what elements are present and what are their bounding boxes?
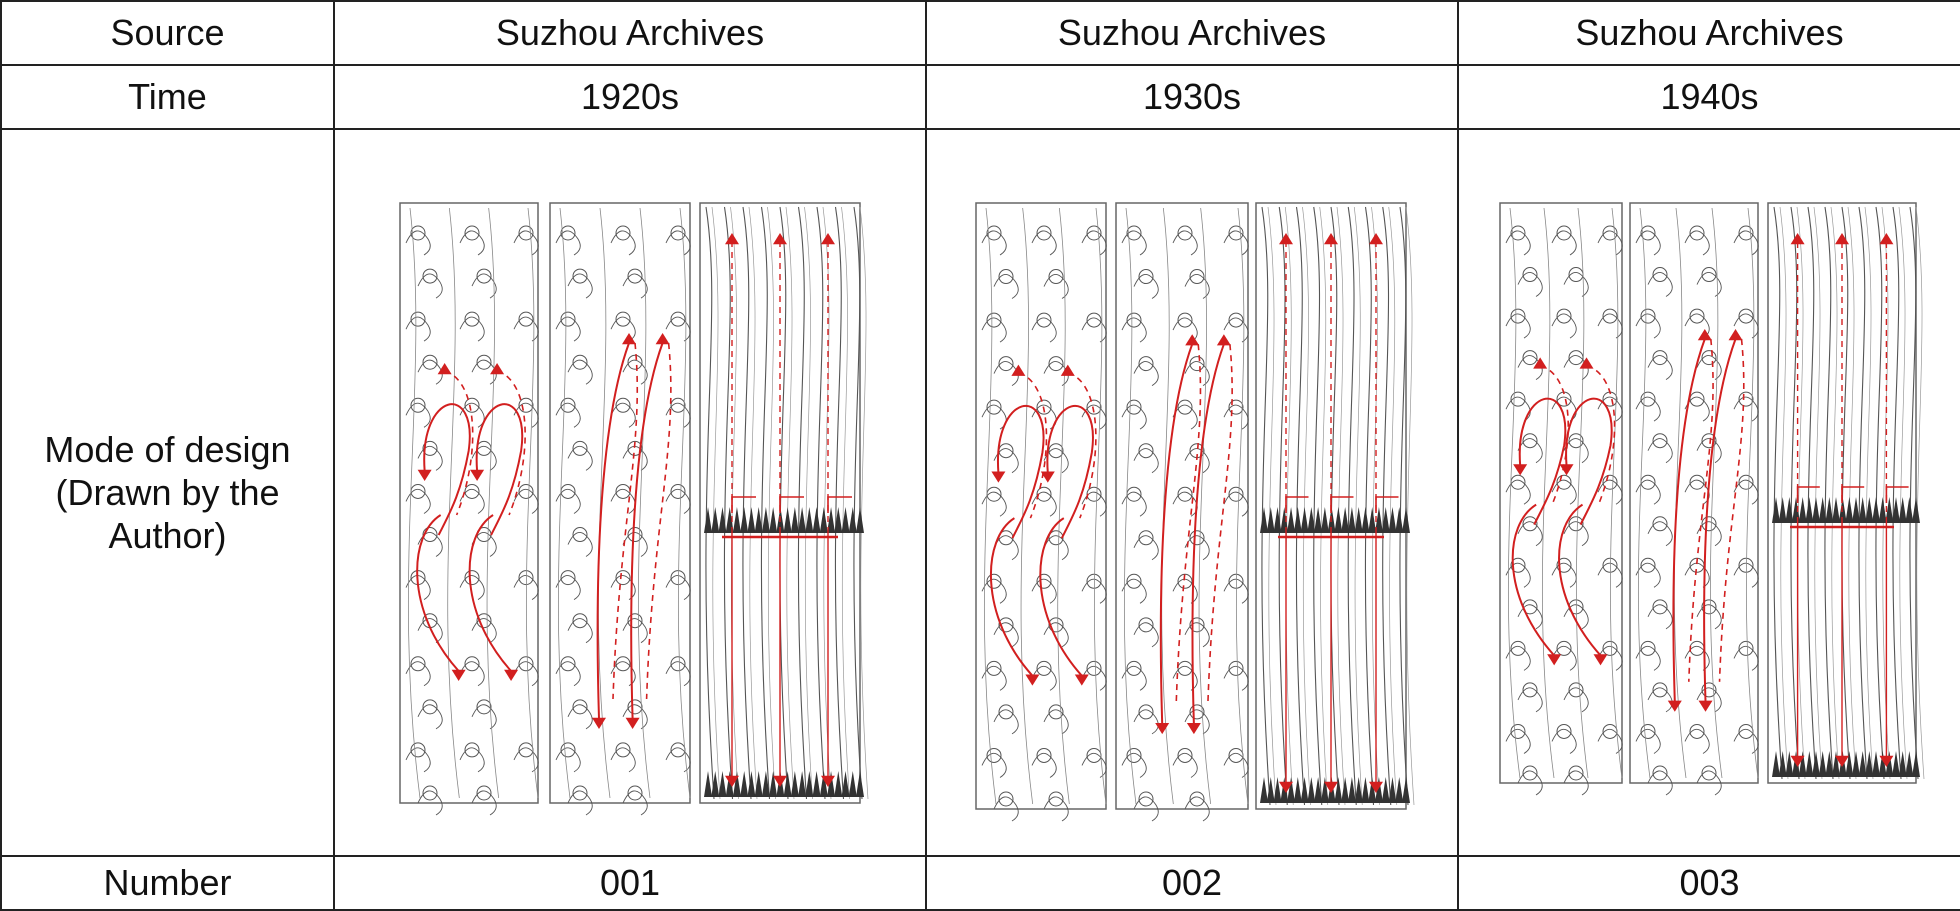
arrow-head-down xyxy=(1186,722,1201,734)
floral-pattern-panel-a xyxy=(1498,201,1623,795)
arrow-head-up xyxy=(821,232,835,244)
arrow-head-down xyxy=(725,775,739,787)
arrow-head-down xyxy=(1074,673,1089,686)
arrow-head-down xyxy=(1324,781,1338,793)
arrow-head-down xyxy=(1878,755,1893,767)
source-cell-2: Suzhou Archives xyxy=(925,0,1459,66)
arrow-head-up xyxy=(1011,364,1026,376)
arrow-head-down xyxy=(821,775,835,787)
arrow-head-down xyxy=(1667,700,1682,712)
floral-pattern-panel-b xyxy=(1115,201,1249,821)
feather-pattern-panel xyxy=(699,201,869,804)
arrow-head-down xyxy=(625,717,640,729)
arrow-head-down xyxy=(1040,470,1055,483)
design-header-line-3: Author) xyxy=(108,515,227,557)
arrow-head-up xyxy=(1697,328,1712,340)
arrow-head-down xyxy=(1834,755,1849,767)
number-cell-3: 003 xyxy=(1457,855,1960,911)
arrow-head-up xyxy=(1878,232,1893,244)
arrow-head-down xyxy=(451,669,466,681)
arrow-head-up xyxy=(655,332,670,344)
arrow-head-down xyxy=(504,669,519,681)
design-cell-1 xyxy=(333,128,927,857)
time-cell-1: 1920s xyxy=(333,64,927,130)
design-header-line-1: Mode of design xyxy=(44,428,291,470)
arrow-head-down xyxy=(1698,700,1713,712)
arrow-head-up xyxy=(490,362,505,374)
vertical-arrows-panel-b xyxy=(592,332,672,729)
arrow-head-up xyxy=(1790,232,1805,244)
arrow-head-up xyxy=(1532,356,1547,369)
curve-arrows-panel-a xyxy=(416,362,526,681)
arrow-head-down xyxy=(1593,653,1608,665)
arrow-head-up xyxy=(1324,232,1338,244)
design-header-line-2: (Drawn by the xyxy=(55,471,280,513)
design-header: Mode of design (Drawn by the Author) xyxy=(0,128,335,857)
arrow-head-up xyxy=(725,232,739,244)
feather-arrows-panel xyxy=(1278,232,1399,793)
arrow-head-down xyxy=(773,775,787,787)
arrow-head-up xyxy=(437,362,452,374)
design-cell-3 xyxy=(1457,128,1960,857)
arrow-head-up xyxy=(1216,333,1231,345)
arrow-head-down xyxy=(470,469,485,481)
number-cell-1: 001 xyxy=(333,855,927,911)
number-cell-2: 002 xyxy=(925,855,1459,911)
source-cell-1: Suzhou Archives xyxy=(333,0,927,66)
arrow-head-down xyxy=(1369,781,1383,793)
design-cell-2 xyxy=(925,128,1459,857)
pattern-diagram-2 xyxy=(975,201,1415,821)
pattern-diagram-3 xyxy=(1498,201,1924,795)
arrow-head-down xyxy=(417,469,432,481)
arrow-head-down xyxy=(1559,463,1574,475)
arrow-head-down xyxy=(991,470,1006,483)
arrow-head-up xyxy=(1185,333,1200,345)
vertical-arrows-panel-b xyxy=(1155,333,1233,734)
arrow-head-down xyxy=(592,717,606,729)
curve-arrows-panel-a xyxy=(1511,356,1615,665)
feather-arrows-panel xyxy=(1789,232,1909,767)
arrow-head-up xyxy=(1728,328,1743,340)
arrow-head-up xyxy=(1279,232,1293,244)
number-header: Number xyxy=(0,855,335,911)
floral-pattern-panel-b xyxy=(1628,201,1759,795)
time-row: Time 1920s 1930s 1940s xyxy=(0,64,1960,130)
vertical-arrows-panel-b xyxy=(1667,328,1745,712)
arrow-head-down xyxy=(1546,653,1561,665)
feather-arrows-panel xyxy=(722,232,852,787)
source-cell-3: Suzhou Archives xyxy=(1457,0,1960,66)
feather-pattern-panel xyxy=(1766,201,1924,784)
time-cell-3: 1940s xyxy=(1457,64,1960,130)
arrow-head-down xyxy=(1155,722,1170,734)
arrow-head-up xyxy=(1834,232,1849,244)
arrow-head-down xyxy=(1790,755,1805,767)
number-row: Number 001 002 003 xyxy=(0,855,1960,911)
floral-pattern-panel-b xyxy=(549,201,691,815)
time-cell-2: 1930s xyxy=(925,64,1459,130)
time-header: Time xyxy=(0,64,335,130)
arrow-head-up xyxy=(1369,232,1383,244)
feather-pattern-panel xyxy=(1255,201,1415,810)
arrow-head-down xyxy=(1279,781,1293,793)
arrow-head-up xyxy=(1579,356,1594,369)
arrow-head-down xyxy=(1512,463,1527,475)
arrow-head-up xyxy=(622,332,636,344)
floral-pattern-panel-a xyxy=(975,201,1107,821)
design-row: Mode of design (Drawn by the Author) xyxy=(0,128,1960,857)
floral-pattern-panel-a xyxy=(399,201,539,815)
arrow-head-up xyxy=(773,232,787,244)
pattern-diagram-1 xyxy=(399,201,869,815)
arrow-head-up xyxy=(1060,364,1075,376)
arrow-head-down xyxy=(1025,673,1040,686)
curve-arrows-panel-a xyxy=(989,364,1097,686)
source-header: Source xyxy=(0,0,335,66)
source-row: Source Suzhou Archives Suzhou Archives S… xyxy=(0,0,1960,66)
